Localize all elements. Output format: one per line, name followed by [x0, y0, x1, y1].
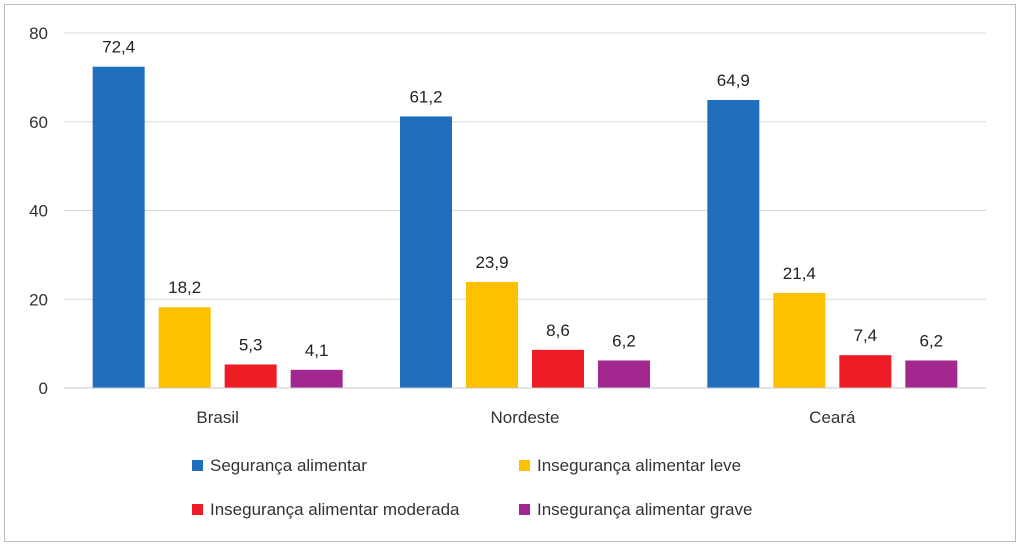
legend-label: Segurança alimentar: [210, 456, 367, 475]
legend-swatch: [192, 460, 203, 471]
legend-swatch: [519, 504, 530, 515]
data-label: 61,2: [409, 87, 442, 106]
data-label: 6,2: [920, 331, 944, 350]
bar: [224, 364, 277, 388]
gridlines: [64, 32, 986, 300]
y-tick-label: 20: [29, 290, 48, 309]
y-tick-label: 0: [39, 379, 48, 398]
y-tick-label: 40: [29, 202, 48, 221]
data-label: 64,9: [717, 71, 750, 90]
x-category-label: Brasil: [196, 408, 239, 427]
data-label: 72,4: [102, 38, 135, 57]
data-labels: 72,4 18,2 5,3 4,1 61,2 23,9 8,6 6,2 64,9 21,4 7,4 6…: [102, 38, 943, 360]
data-label: 4,1: [305, 341, 329, 360]
chart-frame: [4, 4, 1016, 542]
bar: [400, 116, 452, 389]
legend-label: Insegurança alimentar grave: [537, 500, 752, 519]
y-axis-tick-labels: 0 20 40 60 80: [29, 24, 48, 398]
bar: [598, 360, 650, 388]
bar: [466, 281, 518, 388]
bar: [290, 369, 343, 388]
data-label: 8,6: [546, 321, 570, 340]
legend-label: Insegurança alimentar leve: [537, 456, 741, 475]
y-tick-label: 80: [29, 24, 48, 43]
x-axis-category-labels: Brasil Nordeste Ceará: [196, 408, 856, 427]
legend: Segurança alimentar Insegurança alimentar…: [192, 456, 752, 519]
legend-swatch: [192, 504, 203, 515]
bar: [92, 66, 145, 388]
legend-label: Insegurança alimentar moderada: [210, 500, 460, 519]
y-tick-label: 60: [29, 113, 48, 132]
x-category-label: Ceará: [809, 408, 856, 427]
bar: [905, 360, 958, 388]
x-category-label: Nordeste: [491, 408, 560, 427]
bar: [707, 100, 760, 388]
data-label: 5,3: [239, 335, 263, 354]
data-label: 18,2: [168, 278, 201, 297]
data-label: 6,2: [612, 331, 636, 350]
bar: [158, 307, 211, 388]
bar: [839, 355, 892, 388]
bar: [773, 293, 826, 388]
bar: [532, 349, 584, 388]
data-label: 7,4: [854, 326, 878, 345]
bars: [92, 66, 958, 389]
legend-swatch: [519, 460, 530, 471]
data-label: 21,4: [783, 264, 816, 283]
data-label: 23,9: [475, 253, 508, 272]
